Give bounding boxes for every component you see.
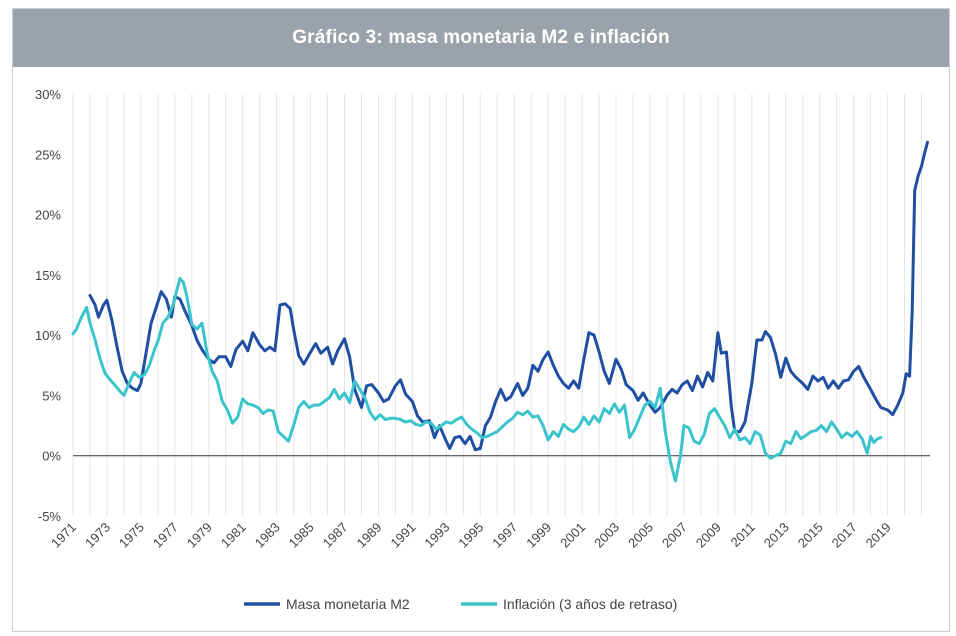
- x-tick-label: 2013: [761, 520, 792, 551]
- x-tick-label: 2001: [557, 520, 588, 551]
- legend-label-0: Masa monetaria M2: [286, 596, 410, 612]
- y-axis-labels: -5% 0% 5% 10% 15% 20% 25% 30%: [35, 87, 61, 524]
- x-tick-label: 2011: [728, 520, 758, 550]
- x-tick-label: 2015: [795, 520, 826, 551]
- x-tick-label: 2003: [591, 520, 622, 551]
- legend: Masa monetaria M2 Inflación (3 años de re…: [244, 596, 677, 612]
- x-tick-label: 1993: [421, 520, 452, 551]
- x-tick-label: 1985: [286, 520, 317, 551]
- y-tick-label: -5%: [38, 509, 62, 524]
- x-tick-label: 1999: [523, 520, 554, 551]
- y-tick-label: 5%: [42, 388, 61, 403]
- x-tick-label: 1981: [218, 520, 249, 551]
- y-tick-label: 15%: [35, 268, 61, 283]
- series-line-0: [88, 140, 929, 452]
- x-tick-label: 2007: [659, 520, 690, 551]
- y-tick-label: 10%: [35, 328, 61, 343]
- x-tick-label: 2005: [625, 520, 656, 551]
- title-bar: Gráfico 3: masa monetaria M2 e inflación: [13, 9, 949, 67]
- series-line-1: [71, 277, 883, 483]
- y-tick-label: 30%: [35, 87, 61, 102]
- legend-label-1: Inflación (3 años de retraso): [503, 596, 677, 612]
- y-tick-label: 0%: [42, 449, 61, 464]
- x-tick-label: 1973: [82, 520, 113, 551]
- x-tick-label: 1997: [489, 520, 520, 551]
- x-axis-labels: 1971 1973 1975 1977 1979 1981 1983 1985 1987 1989…: [48, 520, 894, 551]
- x-tick-label: 1989: [354, 520, 385, 551]
- grid: [72, 94, 923, 516]
- x-tick-label: 1987: [320, 520, 351, 551]
- chart-frame: Gráfico 3: masa monetaria M2 e inflación: [12, 8, 950, 632]
- y-tick-label: 20%: [35, 208, 61, 223]
- x-tick-label: 2019: [863, 520, 894, 551]
- x-tick-label: 1995: [455, 520, 486, 551]
- x-tick-label: 1979: [184, 520, 215, 551]
- x-tick-label: 1977: [150, 520, 181, 551]
- x-tick-label: 1971: [48, 520, 79, 551]
- x-tick-label: 1983: [252, 520, 283, 551]
- y-tick-label: 25%: [35, 147, 61, 162]
- x-tick-label: 2017: [829, 520, 860, 551]
- x-tick-label: 1991: [387, 520, 418, 551]
- chart-title: Gráfico 3: masa monetaria M2 e inflación: [292, 27, 670, 48]
- x-tick-label: 2009: [693, 520, 724, 551]
- series-group: [71, 140, 929, 483]
- x-tick-label: 1975: [116, 520, 147, 551]
